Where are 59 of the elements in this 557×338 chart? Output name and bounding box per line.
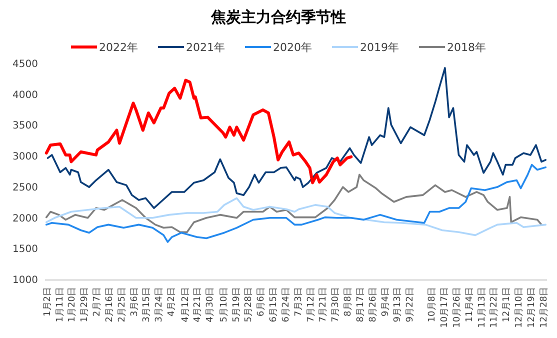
y-tick-label: 2000 bbox=[12, 213, 38, 224]
line-series bbox=[45, 174, 542, 233]
x-tick-label: 5月19日 bbox=[232, 287, 242, 322]
x-tick-label: 7月30日 bbox=[331, 287, 342, 322]
x-tick-label: 1月2日 bbox=[42, 287, 53, 316]
x-tick-label: 8月26日 bbox=[368, 287, 378, 322]
x-tick-label: 4月2日 bbox=[167, 287, 177, 316]
x-tick-label: 4月21日 bbox=[193, 287, 204, 322]
x-tick-label: 6月24日 bbox=[281, 287, 292, 322]
x-tick-label: 3月24日 bbox=[154, 287, 165, 322]
y-tick-label: 3500 bbox=[12, 120, 38, 132]
x-tick-label: 6月15日 bbox=[269, 287, 280, 322]
legend-label: 2021年 bbox=[186, 41, 225, 54]
y-tick-label: 2500 bbox=[12, 182, 38, 194]
x-tick-label: 1月29日 bbox=[80, 287, 90, 322]
legend-label: 2018年 bbox=[447, 41, 486, 54]
x-tick-label: 9月13日 bbox=[393, 287, 404, 322]
x-tick-label: 11月4日 bbox=[464, 287, 475, 322]
y-tick-label: 3000 bbox=[12, 152, 38, 163]
line-series bbox=[45, 197, 547, 236]
y-tick-label: 1000 bbox=[12, 275, 38, 286]
x-tick-label: 7月21日 bbox=[318, 287, 329, 322]
x-tick-label: 5月28日 bbox=[244, 287, 254, 322]
x-tick-label: 10月8日 bbox=[428, 287, 438, 322]
x-tick-label: 2月7日 bbox=[92, 287, 103, 316]
x-tick-label: 5月10日 bbox=[219, 287, 230, 322]
x-tick-label: 12月1日 bbox=[502, 287, 512, 322]
x-tick-label: 6月6日 bbox=[256, 287, 267, 316]
x-tick-label: 7月3日 bbox=[294, 287, 304, 316]
y-tick-label: 4000 bbox=[12, 90, 38, 101]
x-tick-label: 2月25日 bbox=[117, 287, 128, 322]
line-series bbox=[45, 164, 547, 243]
x-tick-label: 2月16日 bbox=[104, 287, 115, 322]
legend-label: 2020年 bbox=[273, 41, 312, 54]
x-tick-label: 4月30日 bbox=[206, 287, 216, 322]
y-tick-label: 1500 bbox=[12, 244, 38, 256]
legend-label: 2022年 bbox=[99, 41, 138, 54]
x-tick-label: 1月20日 bbox=[68, 287, 78, 322]
x-tick-label: 3月6日 bbox=[130, 287, 140, 316]
x-tick-label: 10月26日 bbox=[452, 287, 462, 328]
y-tick-label: 4500 bbox=[12, 59, 38, 70]
x-tick-label: 12月28日 bbox=[539, 287, 550, 328]
line-series bbox=[46, 67, 547, 209]
x-tick-label: 8月8日 bbox=[344, 287, 354, 316]
x-tick-label: 8月17日 bbox=[356, 287, 366, 322]
x-tick-label: 12月10日 bbox=[514, 287, 525, 328]
x-tick-label: 7月12日 bbox=[306, 287, 316, 322]
x-tick-label: 1月11日 bbox=[55, 287, 66, 322]
x-tick-label: 9月4日 bbox=[380, 287, 391, 316]
x-tick-label: 3月15日 bbox=[142, 287, 152, 322]
x-tick-label: 10月17日 bbox=[440, 287, 450, 328]
x-tick-label: 9月22日 bbox=[406, 287, 416, 322]
line-series bbox=[44, 78, 353, 184]
x-tick-label: 12月19日 bbox=[526, 287, 537, 328]
chart-title: 焦炭主力合约季节性 bbox=[210, 8, 346, 26]
x-tick-label: 11月13日 bbox=[477, 287, 488, 328]
x-tick-label: 4月12日 bbox=[180, 287, 191, 322]
x-tick-label: 11月22日 bbox=[490, 287, 500, 328]
legend-label: 2019年 bbox=[360, 41, 399, 54]
